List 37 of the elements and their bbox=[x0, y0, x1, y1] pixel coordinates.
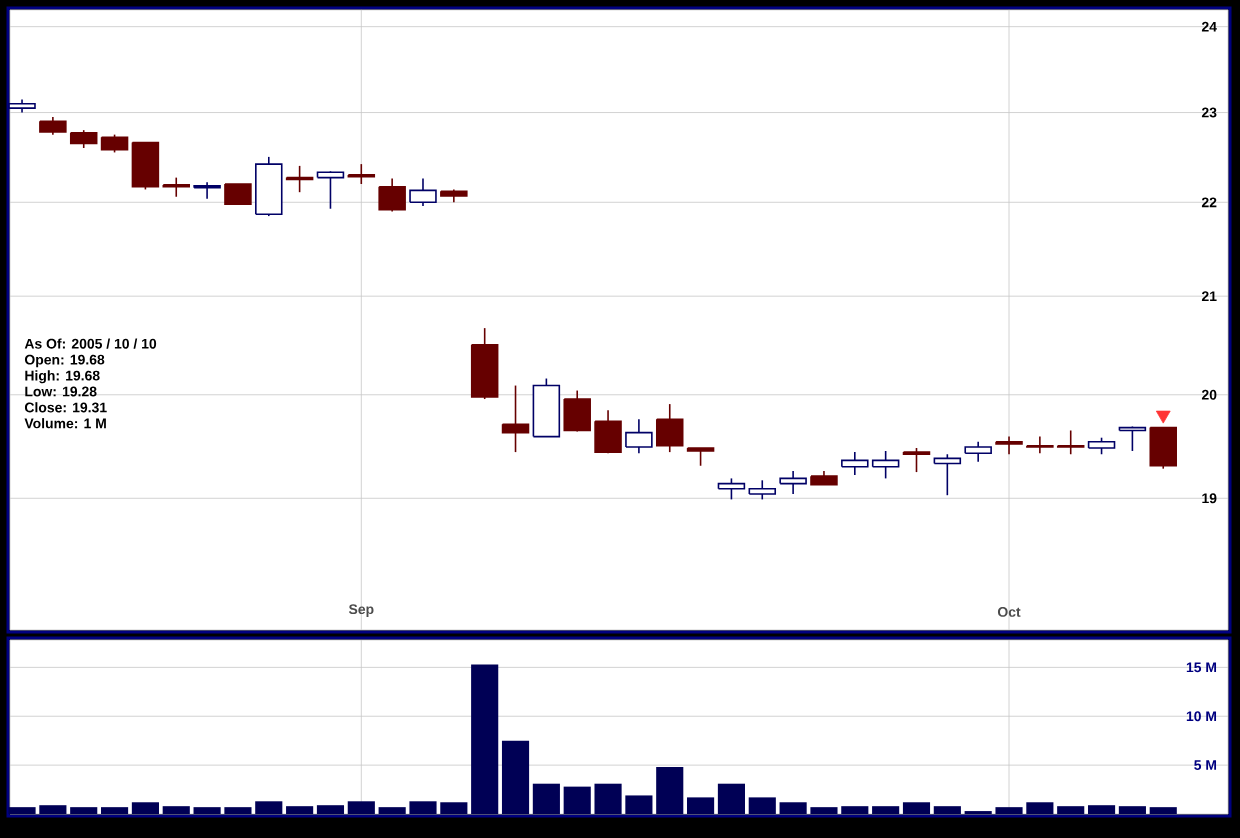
candlestick bbox=[1149, 426, 1177, 470]
bar bbox=[1087, 805, 1116, 814]
candlestick bbox=[748, 479, 777, 501]
candlestick bbox=[193, 181, 221, 200]
bar bbox=[1057, 806, 1085, 814]
bar bbox=[70, 807, 98, 814]
bar bbox=[1118, 806, 1146, 814]
bar bbox=[162, 806, 190, 814]
bar bbox=[1149, 807, 1177, 814]
bar bbox=[687, 797, 715, 814]
candlestick bbox=[347, 163, 376, 185]
bar bbox=[471, 664, 499, 814]
candlestick bbox=[655, 403, 684, 453]
candlestick bbox=[717, 477, 746, 501]
bar bbox=[717, 783, 745, 814]
bar bbox=[131, 802, 159, 814]
bar bbox=[902, 802, 931, 814]
candlestick bbox=[964, 440, 992, 463]
bar bbox=[872, 806, 900, 814]
bar bbox=[316, 805, 345, 814]
candlestick bbox=[501, 384, 530, 453]
candlestick bbox=[224, 183, 252, 205]
bar bbox=[347, 801, 375, 814]
bar bbox=[532, 783, 560, 814]
bar bbox=[933, 806, 961, 814]
candlestick bbox=[625, 418, 653, 454]
bar bbox=[100, 807, 129, 814]
candlestick bbox=[995, 435, 1023, 456]
bar bbox=[656, 767, 684, 814]
bar bbox=[286, 806, 314, 814]
candlestick bbox=[902, 447, 931, 473]
bar bbox=[501, 740, 530, 814]
candlestick bbox=[378, 177, 406, 213]
candlestick bbox=[316, 170, 345, 210]
candlestick bbox=[409, 177, 437, 207]
candlestick bbox=[779, 470, 807, 495]
bar bbox=[748, 797, 776, 814]
